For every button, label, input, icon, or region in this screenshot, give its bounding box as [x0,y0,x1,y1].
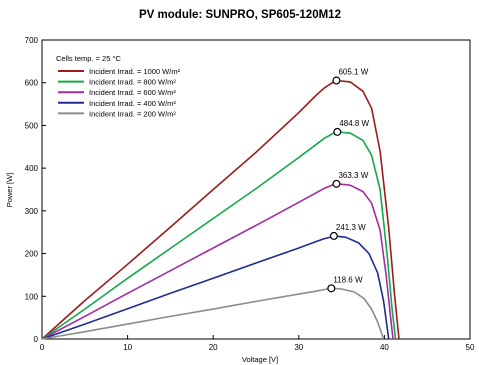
series-lines [41,79,400,340]
legend-label: Incident Irrad. = 600 W/m² [89,88,176,97]
series-line [41,79,400,340]
max-power-point [327,284,336,293]
max-power-label: 363.3 W [338,171,368,180]
y-tick-label: 300 [25,207,39,216]
legend-label: Incident Irrad. = 200 W/m² [89,109,176,118]
series-line [41,235,390,340]
max-power-label: 241.3 W [336,223,366,232]
series-line [41,183,394,340]
max-power-point [332,179,341,188]
max-power-label: 484.8 W [339,119,369,128]
y-tick-label: 400 [25,164,39,173]
max-power-point [333,127,342,136]
x-tick-label: 30 [294,343,303,352]
y-axis-label: Power [W] [5,173,14,208]
chart-title: PV module: SUNPRO, SP605-120M12 [139,9,341,21]
legend-label: Incident Irrad. = 400 W/m² [89,99,176,108]
y-tick-label: 700 [25,36,39,45]
max-power-markers: 605.1 W 484.8 W 363.3 W 241.3 W 118.6 W [327,68,370,293]
max-power-label: 605.1 W [338,68,368,77]
x-axis-ticks: 0 10 20 30 40 50 [40,335,475,352]
max-power-point [332,76,341,85]
x-tick-label: 40 [380,343,389,352]
max-power-label: 118.6 W [333,275,363,284]
x-tick-label: 0 [40,343,45,352]
legend-header: Cells temp. = 25 °C [56,54,121,63]
x-axis-label: Voltage [V] [242,355,278,364]
legend: Cells temp. = 25 °C Incident Irrad. = 10… [56,54,181,118]
y-tick-label: 600 [25,79,39,88]
y-tick-label: 0 [34,335,39,344]
series-line [41,131,397,340]
y-tick-label: 500 [25,121,39,130]
x-tick-label: 50 [466,343,475,352]
legend-label: Incident Irrad. = 1000 W/m² [89,67,181,76]
x-tick-label: 20 [209,343,218,352]
x-tick-label: 10 [123,343,132,352]
max-power-point [329,231,338,240]
legend-label: Incident Irrad. = 800 W/m² [89,78,176,87]
series-line [41,287,385,340]
y-tick-label: 200 [25,250,39,259]
y-tick-label: 100 [25,292,39,301]
